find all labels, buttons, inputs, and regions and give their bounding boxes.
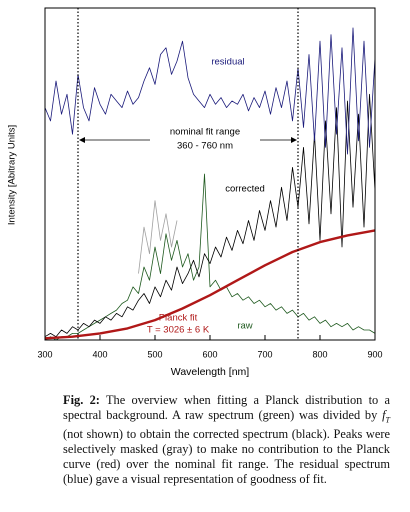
x-tick-label: 500 (147, 349, 162, 359)
series-line (138, 200, 178, 274)
x-tick-label: 600 (202, 349, 217, 359)
series-label: corrected (225, 184, 265, 195)
series-line (44, 229, 376, 340)
series-label: residual (211, 57, 244, 68)
x-tick-label: 300 (37, 349, 52, 359)
annotation: nominal fit range (170, 127, 240, 138)
caption: Fig. 2: The overview when fitting a Plan… (63, 393, 390, 487)
chart: Intensity [Abitrary Units] Wavelength [n… (7, 7, 383, 378)
series-line (44, 173, 376, 341)
x-tick-label: 400 (92, 349, 107, 359)
label-bg (150, 126, 260, 152)
y-axis-label: Intensity [Abitrary Units] (7, 125, 18, 225)
annotation: T = 3026 ± 6 K (147, 325, 210, 336)
caption-text: The overview when fitting a Planck distr… (63, 393, 390, 422)
x-tick-label: 700 (257, 349, 272, 359)
x-axis-label: Wavelength [nm] (171, 366, 249, 378)
series-label: raw (237, 321, 252, 332)
annotation: 360 - 760 nm (177, 141, 233, 152)
caption-sub: T (385, 415, 390, 425)
series-line (44, 93, 376, 338)
plot-frame (44, 7, 376, 341)
series-label: Planck fit (159, 313, 198, 324)
caption-math: f (382, 408, 386, 422)
caption-text: (not shown) to obtain the corrected spec… (63, 427, 390, 487)
series-line (44, 27, 376, 155)
x-tick-label: 800 (312, 349, 327, 359)
caption-label: Fig. 2: (63, 393, 100, 407)
x-tick-label: 900 (367, 349, 382, 359)
